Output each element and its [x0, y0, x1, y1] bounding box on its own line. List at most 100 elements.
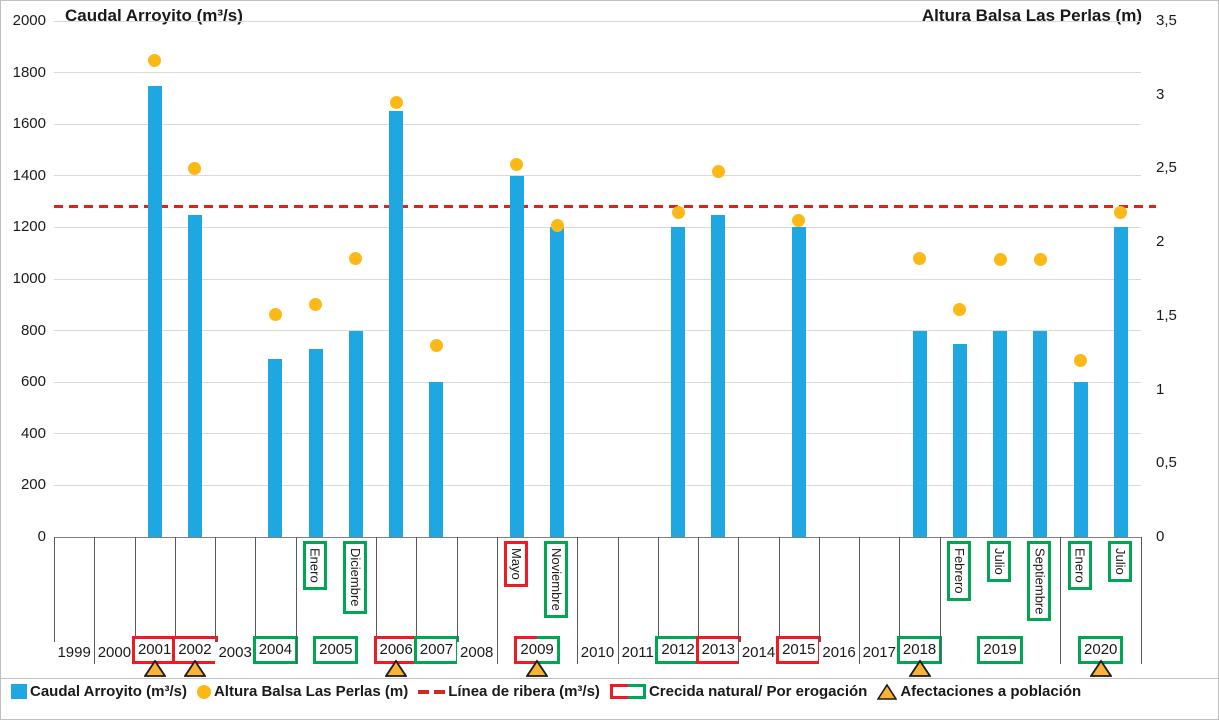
bar-2012: [671, 227, 686, 537]
year-cell-2012: 2012: [655, 632, 701, 664]
year-separator: [859, 537, 861, 664]
year-label-2008: 2008: [457, 642, 497, 664]
left-axis-tick-label: 1200: [12, 218, 46, 236]
legend: Caudal Arroyito (m³/s) Altura Balsa Las …: [11, 683, 1211, 700]
bar-2004: [268, 358, 283, 537]
affected-population-triangle-icon: [1089, 659, 1113, 678]
year-label-2009: 2009: [514, 636, 560, 664]
year-cell-2013: 2013: [695, 632, 741, 664]
year-cell-2003: 2003: [215, 632, 255, 664]
year-label-1999: 1999: [54, 642, 94, 664]
legend-item-caudal: Caudal Arroyito (m³/s): [11, 683, 187, 700]
dot-2007: [429, 338, 443, 352]
dot-2020-julio: [1114, 206, 1128, 220]
year-separator: [778, 537, 780, 664]
bar-2019-febrero: [952, 343, 967, 537]
year-label-2015: 2015: [776, 636, 822, 664]
bar-2002: [187, 214, 202, 537]
year-label-2011: 2011: [618, 642, 657, 664]
bar-2001: [147, 85, 162, 537]
bar-2005-diciembre: [348, 330, 363, 537]
month-label-box-2005-diciembre: Diciembre: [342, 541, 367, 614]
dot-2019-febrero: [953, 303, 967, 317]
year-cell-2017: 2017: [859, 632, 899, 664]
year-separator: [416, 537, 418, 664]
year-label-2000: 2000: [94, 642, 135, 664]
dashed-line-swatch-icon: [418, 689, 446, 694]
dot-2018: [913, 251, 927, 265]
dot-2005-enero: [309, 297, 323, 311]
left-axis-tick-label: 800: [20, 321, 46, 339]
year-label-2018: 2018: [896, 636, 943, 664]
bar-2007: [429, 382, 444, 537]
warning-triangle-swatch-icon: [877, 683, 898, 700]
legend-item-ribera: Línea de ribera (m³/s): [418, 683, 600, 700]
year-cell-2007: 2007: [413, 632, 460, 664]
year-separator: [818, 537, 820, 664]
right-axis-tick-label: 2: [1156, 233, 1165, 251]
left-axis-tick-label: 2000: [12, 12, 46, 29]
legend-label-crecida: Crecida natural/ Por erogación: [648, 683, 868, 700]
gridline: [54, 72, 1141, 74]
bar-2006: [389, 111, 404, 537]
year-label-2017: 2017: [859, 642, 899, 664]
year-separator: [456, 537, 458, 664]
left-axis-tick-label: 1400: [12, 166, 46, 184]
year-separator: [496, 537, 498, 664]
year-label-2013: 2013: [695, 636, 741, 664]
bar-2019-septiembre: [1033, 330, 1048, 537]
dot-2001: [148, 54, 162, 68]
scatter-series-swatch-icon: [196, 684, 211, 699]
left-axis-tick-label: 400: [20, 424, 46, 442]
affected-population-triangle-icon: [183, 659, 207, 678]
right-axis-tick-label: 2,5: [1156, 159, 1177, 177]
affected-population-triangle-icon: [384, 659, 408, 678]
gridline: [54, 278, 1141, 280]
year-label-2003: 2003: [215, 642, 255, 664]
legend-label-ribera: Línea de ribera (m³/s): [448, 683, 600, 700]
year-separator: [1060, 537, 1062, 664]
month-label-box-2009-noviembre: Noviembre: [544, 541, 569, 618]
dot-2015: [792, 213, 806, 227]
left-axis-tick-label: 1000: [12, 270, 46, 287]
bar-2020-julio: [1113, 227, 1128, 537]
year-separator: [698, 537, 700, 664]
bar-2019-julio: [993, 330, 1008, 537]
year-cell-2004: 2004: [252, 632, 299, 664]
left-axis-tick-label: 1800: [12, 63, 46, 81]
year-cell-2016: 2016: [819, 632, 859, 664]
left-axis-tick-label: 200: [20, 476, 46, 494]
legend-item-afectaciones: Afectaciones a población: [877, 683, 1081, 700]
year-cell-2014: 2014: [738, 632, 779, 664]
year-separator: [255, 537, 257, 664]
gridline: [54, 226, 1141, 228]
dot-2019-septiembre: [1033, 253, 1047, 267]
month-label-box-2019-septiembre: Septiembre: [1027, 541, 1052, 622]
legend-label-afectaciones: Afectaciones a población: [900, 683, 1082, 700]
year-label-2012: 2012: [655, 636, 701, 664]
month-label-box-2005-enero: Enero: [302, 541, 327, 590]
dot-2005-diciembre: [349, 251, 363, 265]
ribera-dashed-line: [54, 205, 1156, 209]
right-axis-tick-label: 3,5: [1156, 12, 1177, 29]
year-separator: [617, 537, 619, 664]
gridline: [54, 123, 1141, 125]
gridline: [54, 175, 1141, 177]
year-separator: [54, 537, 55, 664]
year-separator: [295, 537, 297, 664]
year-cell-1999: 1999: [54, 632, 94, 664]
year-cell-2009: 2009: [497, 632, 578, 664]
dot-2020-enero: [1074, 353, 1088, 367]
year-separator: [215, 537, 217, 664]
right-axis-tick-label: 1,5: [1156, 306, 1177, 324]
year-separator: [899, 537, 901, 664]
month-label-box-2009-mayo: Mayo: [503, 541, 528, 587]
year-separator: [738, 537, 740, 664]
year-separator: [939, 537, 941, 664]
bar-series-swatch-icon: [11, 684, 27, 699]
gridline: [54, 433, 1141, 435]
year-separator: [577, 537, 579, 664]
year-cell-2011: 2011: [618, 632, 658, 664]
gridline: [54, 484, 1141, 486]
